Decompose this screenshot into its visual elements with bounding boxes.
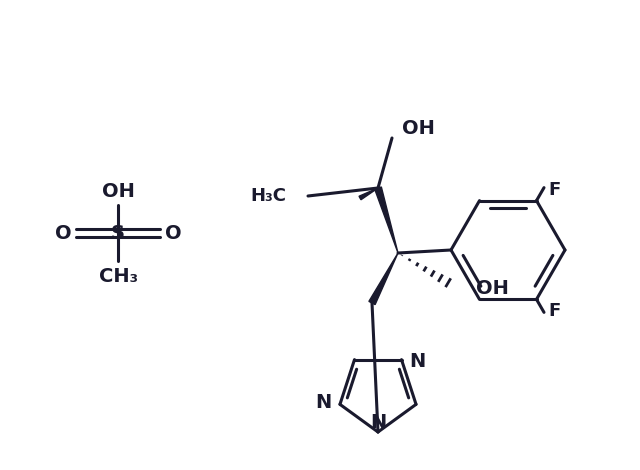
Text: N: N <box>316 393 332 412</box>
Text: S: S <box>111 224 125 243</box>
Polygon shape <box>359 188 378 200</box>
Polygon shape <box>369 253 398 305</box>
Text: OH: OH <box>402 118 435 138</box>
Text: O: O <box>164 224 181 243</box>
Text: CH₃: CH₃ <box>99 266 138 285</box>
Text: F: F <box>549 180 561 199</box>
Polygon shape <box>374 187 398 253</box>
Text: OH: OH <box>102 181 134 201</box>
Text: F: F <box>549 302 561 321</box>
Text: N: N <box>370 414 386 432</box>
Text: O: O <box>54 224 71 243</box>
Text: OH: OH <box>476 280 509 298</box>
Text: H₃C: H₃C <box>250 187 286 205</box>
Text: N: N <box>410 352 426 371</box>
